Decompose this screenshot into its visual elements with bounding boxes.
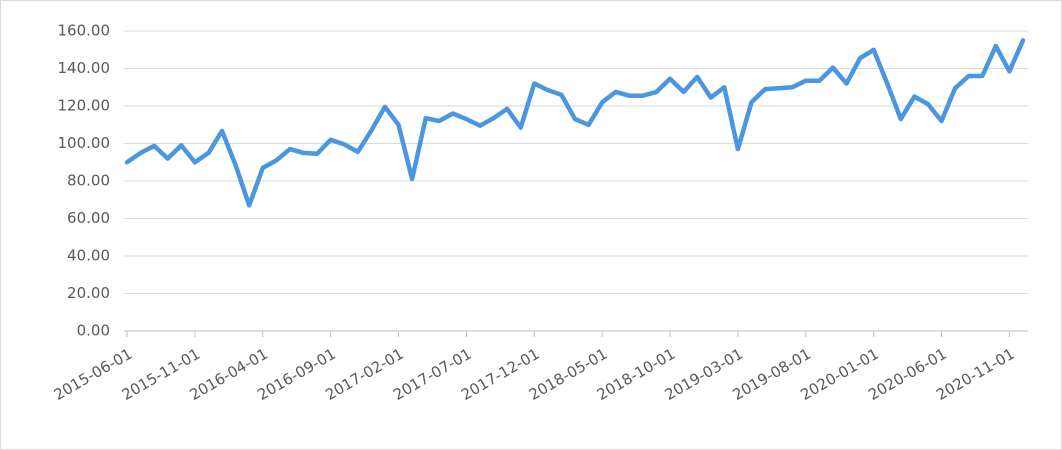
y-tick-label: 120.00 [58,97,111,115]
y-tick-label: 100.00 [58,134,111,152]
y-tick-label: 60.00 [67,209,110,227]
y-tick-label: 140.00 [58,59,111,77]
y-tick-label: 80.00 [67,172,110,190]
y-tick-label: 0.00 [77,322,110,340]
line-series [124,38,1026,208]
y-tick-label: 20.00 [67,284,110,302]
y-tick-label: 160.00 [58,22,111,40]
y-tick-label: 40.00 [67,247,110,265]
